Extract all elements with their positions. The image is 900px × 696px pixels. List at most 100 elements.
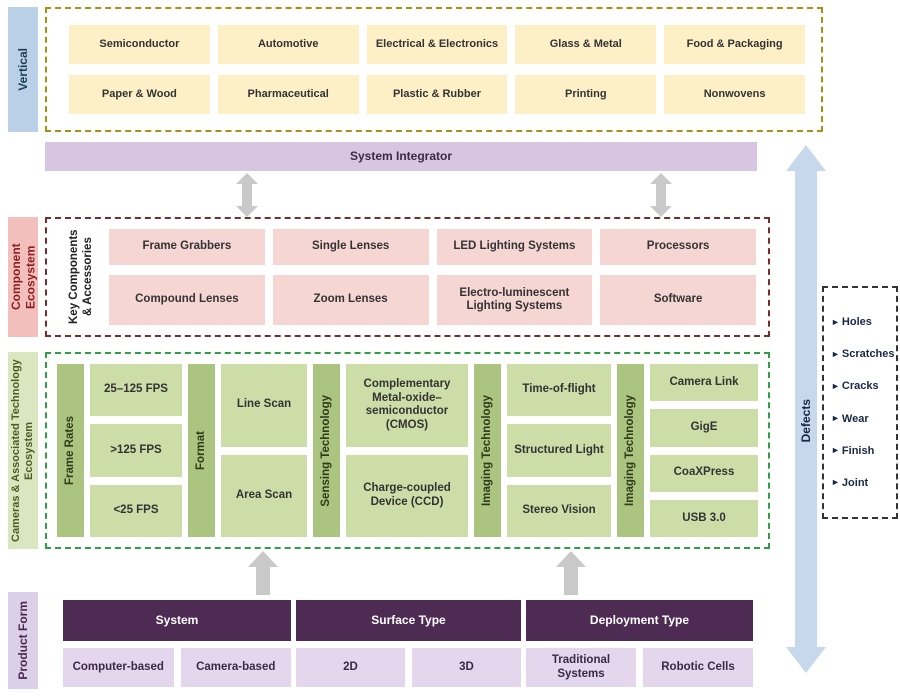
camera-item: Camera Link xyxy=(650,364,758,402)
interface-header: Imaging Technology xyxy=(623,395,636,506)
key-components-label-wrap: Key Components & Accessories xyxy=(55,229,109,325)
camera-item: Area Scan xyxy=(221,454,307,537)
camera-item: Structured Light xyxy=(507,424,611,477)
component-items-grid: Frame Grabbers Single Lenses LED Lightin… xyxy=(109,229,756,325)
camera-group-interface: Imaging Technology Camera Link GigE CoaX… xyxy=(617,364,758,537)
triangle-bullet-icon: ► xyxy=(831,380,840,391)
interface-header-bar: Imaging Technology xyxy=(617,364,644,537)
vertical-item: Paper & Wood xyxy=(69,75,210,114)
vertical-item: Glass & Metal xyxy=(515,25,657,64)
frame-rates-header-bar: Frame Rates xyxy=(57,364,84,537)
camera-item: Line Scan xyxy=(221,364,307,447)
component-ecosystem-label: Component Ecosystem xyxy=(8,243,37,311)
vertical-item: Food & Packaging xyxy=(664,25,805,64)
product-item: 3D xyxy=(412,648,521,687)
component-item: Electro-luminescent Lighting Systems xyxy=(436,275,593,325)
sensing-technology-items: Complementary Metal-oxide–semiconductor … xyxy=(346,364,468,537)
component-item: Frame Grabbers xyxy=(109,229,265,266)
camera-item: CoaXPress xyxy=(650,454,758,492)
triangle-bullet-icon: ► xyxy=(831,348,840,359)
camera-item: USB 3.0 xyxy=(650,499,758,537)
defect-label: Wear xyxy=(841,412,869,425)
imaging-technology-header: Imaging Technology xyxy=(480,395,493,506)
defects-label: Defects xyxy=(798,399,813,443)
triangle-bullet-icon: ► xyxy=(831,413,840,424)
component-item: Processors xyxy=(600,229,756,266)
cameras-ecosystem-label: Cameras & Associated Technology Ecosyste… xyxy=(9,359,35,542)
interface-items: Camera Link GigE CoaXPress USB 3.0 xyxy=(650,364,758,537)
component-ecosystem-sidebar: Component Ecosystem xyxy=(8,217,38,337)
defect-label: Scratches xyxy=(841,348,895,361)
vertical-item: Electrical & Electronics xyxy=(366,25,508,64)
defect-item: ► Holes xyxy=(831,316,892,328)
vertical-item: Printing xyxy=(515,75,657,114)
format-header: Format xyxy=(194,431,207,470)
product-item: Camera-based xyxy=(180,648,291,687)
component-item: Software xyxy=(600,275,756,325)
defect-item: ► Cracks xyxy=(831,380,892,392)
system-integrator-bar: System Integrator xyxy=(45,142,757,171)
product-item: Traditional Systems xyxy=(526,648,636,687)
frame-rates-header: Frame Rates xyxy=(63,415,76,486)
product-item: 2D xyxy=(296,648,405,687)
product-form-sidebar: Product Form xyxy=(8,592,38,689)
component-item: Zoom Lenses xyxy=(272,275,429,325)
frame-rates-items: 25–125 FPS >125 FPS <25 FPS xyxy=(90,364,182,537)
camera-group-sensing-technology: Sensing Technology Complementary Metal-o… xyxy=(313,364,468,537)
system-header: System xyxy=(63,600,291,641)
product-item: Computer-based xyxy=(63,648,174,687)
defect-item: ► Wear xyxy=(831,413,892,425)
imaging-technology-items: Time-of-flight Structured Light Stereo V… xyxy=(507,364,611,537)
vertical-item: Semiconductor xyxy=(69,25,210,64)
up-arrow-icon xyxy=(248,551,278,595)
triangle-bullet-icon: ► xyxy=(831,477,840,488)
defect-item: ► Finish xyxy=(831,445,892,457)
camera-item: Stereo Vision xyxy=(507,484,611,537)
system-items: Computer-based Camera-based xyxy=(63,648,291,687)
vertical-section: Semiconductor Automotive Electrical & El… xyxy=(45,7,823,132)
cameras-ecosystem-section: Frame Rates 25–125 FPS >125 FPS <25 FPS … xyxy=(45,352,770,549)
vertical-section-sidebar: Vertical xyxy=(8,7,38,132)
camera-item: >125 FPS xyxy=(90,424,182,477)
format-items: Line Scan Area Scan xyxy=(221,364,307,537)
triangle-bullet-icon: ► xyxy=(831,316,840,327)
camera-item: 25–125 FPS xyxy=(90,364,182,417)
camera-item: Charge-coupled Device (CCD) xyxy=(346,454,468,537)
product-group-system: System Computer-based Camera-based xyxy=(63,600,291,687)
component-item: Compound Lenses xyxy=(109,275,265,325)
vertical-item: Nonwovens xyxy=(664,75,805,114)
deployment-type-items: Traditional Systems Robotic Cells xyxy=(526,648,753,687)
camera-item: <25 FPS xyxy=(90,484,182,537)
format-header-bar: Format xyxy=(188,364,215,537)
camera-group-format: Format Line Scan Area Scan xyxy=(188,364,307,537)
product-form-label: Product Form xyxy=(15,601,30,680)
product-group-surface-type: Surface Type 2D 3D xyxy=(296,600,521,687)
up-arrow-icon xyxy=(556,551,586,595)
component-ecosystem-section: Key Components & Accessories Frame Grabb… xyxy=(45,217,770,337)
defect-label: Joint xyxy=(841,476,869,489)
sensing-technology-header: Sensing Technology xyxy=(319,394,332,507)
triangle-bullet-icon: ► xyxy=(831,445,840,456)
surface-type-header: Surface Type xyxy=(296,600,521,641)
vertical-item: Automotive xyxy=(217,25,359,64)
double-arrow-icon xyxy=(236,173,258,217)
product-item: Robotic Cells xyxy=(643,648,753,687)
defects-list: ► Holes ► Scratches ► Cracks ► Wear ► Fi… xyxy=(822,286,898,519)
key-components-label: Key Components & Accessories xyxy=(68,229,94,325)
camera-group-imaging-technology: Imaging Technology Time-of-flight Struct… xyxy=(474,364,611,537)
product-group-deployment-type: Deployment Type Traditional Systems Robo… xyxy=(526,600,753,687)
double-arrow-icon xyxy=(650,173,672,217)
vertical-item: Pharmaceutical xyxy=(217,75,359,114)
vertical-item: Plastic & Rubber xyxy=(366,75,508,114)
deployment-type-header: Deployment Type xyxy=(526,600,753,641)
surface-type-items: 2D 3D xyxy=(296,648,521,687)
defect-label: Finish xyxy=(841,444,875,457)
defect-label: Holes xyxy=(841,316,872,329)
defects-flow-arrow xyxy=(786,145,826,673)
defect-item: ► Joint xyxy=(831,477,892,489)
defects-label-wrap: Defects xyxy=(786,378,826,464)
camera-item: Time-of-flight xyxy=(507,364,611,417)
component-item: LED Lighting Systems xyxy=(436,229,593,266)
defect-label: Cracks xyxy=(841,380,879,393)
